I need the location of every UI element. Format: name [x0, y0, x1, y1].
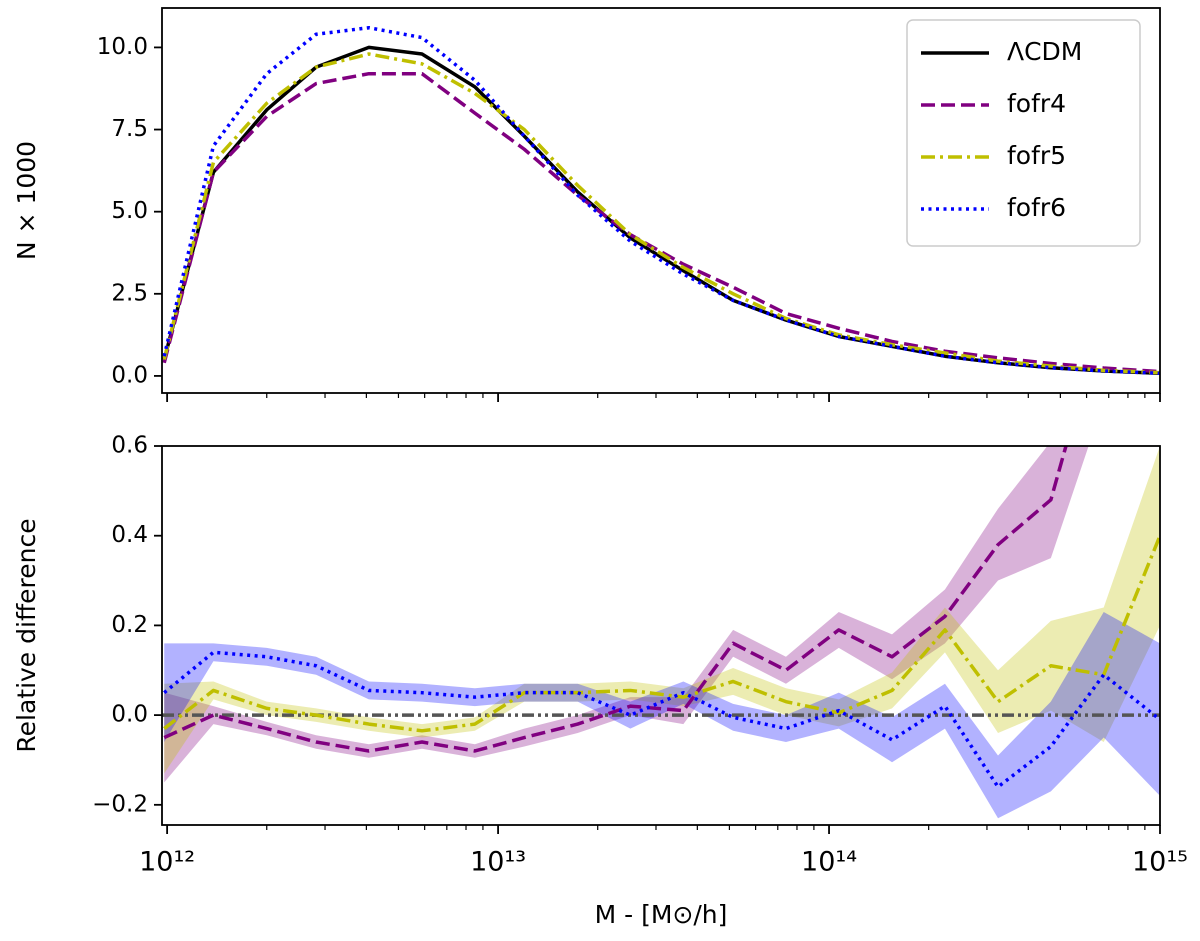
y-tick-label: 2.5	[111, 280, 148, 306]
x-tick-label: 10¹²	[139, 847, 195, 878]
legend-label: fofr4	[1007, 89, 1066, 118]
series-line	[162, 25, 1160, 376]
series-line	[162, 71, 1160, 374]
y-tick-label: 0.4	[111, 522, 148, 548]
plot-area	[162, 25, 1160, 376]
y-tick-label: 0.0	[111, 702, 148, 728]
y-tick-label: 5.0	[111, 198, 148, 224]
x-axis-label: M - [M⊙/h]	[595, 900, 728, 929]
series-line	[163, 446, 1068, 753]
y-axis-label: N × 1000	[12, 141, 41, 260]
legend-box	[906, 19, 1141, 247]
y-tick-label: −0.2	[92, 791, 148, 817]
legend-label: fofr5	[1007, 141, 1066, 170]
x-tick-label: 10¹³	[470, 847, 526, 878]
y-axis-label: Relative difference	[12, 518, 41, 752]
axes-frame	[161, 445, 1161, 826]
legend-label: fofr6	[1007, 193, 1066, 222]
series-line	[163, 535, 1160, 733]
x-tick-label: 10¹⁵	[1132, 847, 1188, 878]
axes-frame	[161, 7, 1161, 394]
series-line	[162, 52, 1160, 375]
y-tick-label: 0.6	[111, 433, 148, 459]
x-tick-label: 10¹⁴	[801, 847, 857, 878]
y-tick-label: 7.5	[111, 116, 148, 142]
y-tick-label: 0.0	[111, 362, 148, 388]
plot-area	[162, 446, 1160, 819]
y-tick-label: 10.0	[97, 34, 148, 60]
legend-label: ΛCDM	[1007, 37, 1082, 66]
y-tick-label: 0.2	[111, 612, 148, 638]
